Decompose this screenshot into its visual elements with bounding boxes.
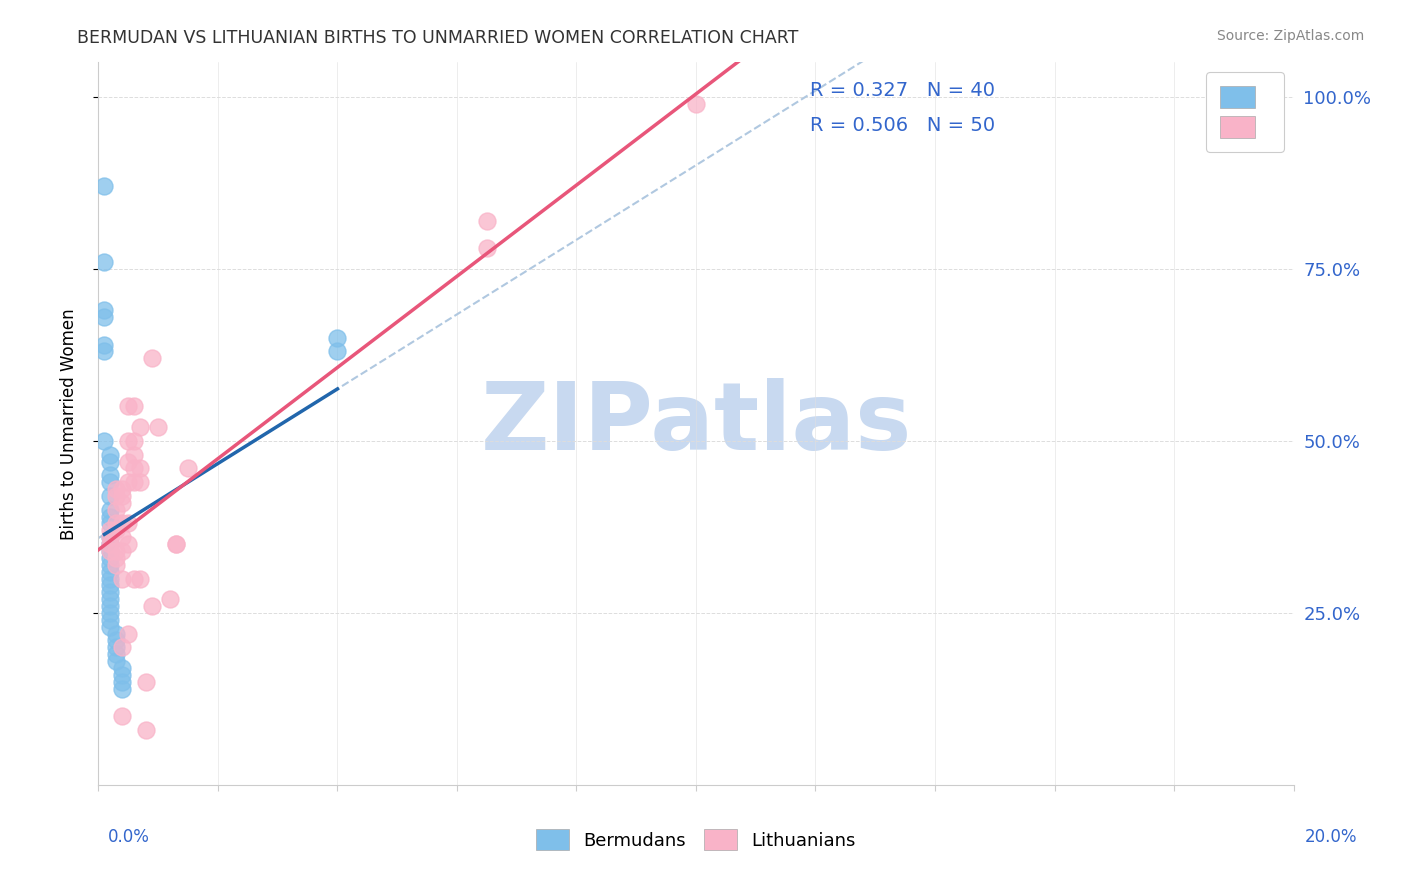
Point — [93, 337, 115, 351]
Point — [111, 668, 134, 682]
Point — [124, 400, 146, 414]
Point — [105, 544, 128, 558]
Point — [93, 179, 115, 194]
Point — [105, 482, 128, 496]
Point — [117, 454, 139, 468]
Point — [475, 241, 498, 255]
Point — [105, 647, 128, 661]
Point — [98, 565, 122, 579]
Point — [93, 310, 115, 324]
Point — [98, 468, 122, 483]
Point — [98, 516, 122, 531]
Point — [98, 592, 122, 607]
Point — [98, 537, 122, 551]
Point — [105, 626, 128, 640]
Point — [326, 344, 349, 359]
Point — [98, 544, 122, 558]
Point — [111, 496, 134, 510]
Point — [117, 400, 139, 414]
Legend: Bermudans, Lithuanians: Bermudans, Lithuanians — [527, 820, 865, 859]
Point — [105, 558, 128, 572]
Point — [141, 351, 163, 366]
Point — [93, 344, 115, 359]
Point — [98, 620, 122, 634]
Point — [111, 674, 134, 689]
Point — [93, 434, 115, 448]
Point — [105, 489, 128, 503]
Text: R = 0.327   N = 40: R = 0.327 N = 40 — [810, 81, 994, 100]
Point — [117, 475, 139, 490]
Point — [117, 626, 139, 640]
Point — [98, 606, 122, 620]
Point — [124, 475, 146, 490]
Point — [111, 709, 134, 723]
Point — [98, 578, 122, 592]
Point — [475, 213, 498, 227]
Point — [98, 448, 122, 462]
Point — [177, 461, 200, 475]
Point — [129, 461, 152, 475]
Point — [135, 723, 157, 737]
Point — [165, 537, 187, 551]
Point — [98, 599, 122, 613]
Point — [98, 550, 122, 565]
Point — [105, 640, 128, 655]
Text: 20.0%: 20.0% — [1305, 828, 1357, 846]
Point — [93, 255, 115, 269]
Point — [111, 489, 134, 503]
Point — [165, 537, 187, 551]
Point — [117, 434, 139, 448]
Point — [326, 331, 349, 345]
Point — [98, 524, 122, 538]
Point — [98, 537, 122, 551]
Point — [98, 585, 122, 599]
Point — [105, 502, 128, 516]
Point — [141, 599, 163, 613]
Text: 0.0%: 0.0% — [108, 828, 150, 846]
Point — [111, 640, 134, 655]
Text: R = 0.506   N = 50: R = 0.506 N = 50 — [810, 116, 994, 135]
Point — [111, 681, 134, 696]
Point — [124, 461, 146, 475]
Text: ZIPatlas: ZIPatlas — [481, 377, 911, 470]
Point — [124, 434, 146, 448]
Point — [111, 661, 134, 675]
Point — [159, 592, 181, 607]
Point — [93, 303, 115, 318]
Point — [124, 572, 146, 586]
Point — [129, 420, 152, 434]
Point — [98, 454, 122, 468]
Point — [105, 633, 128, 648]
Point — [98, 475, 122, 490]
Point — [98, 530, 122, 544]
Point — [105, 516, 128, 531]
Y-axis label: Births to Unmarried Women: Births to Unmarried Women — [59, 308, 77, 540]
Point — [105, 550, 128, 565]
Point — [111, 530, 134, 544]
Point — [148, 420, 170, 434]
Point — [685, 96, 707, 111]
Point — [98, 544, 122, 558]
Point — [111, 516, 134, 531]
Text: BERMUDAN VS LITHUANIAN BIRTHS TO UNMARRIED WOMEN CORRELATION CHART: BERMUDAN VS LITHUANIAN BIRTHS TO UNMARRI… — [77, 29, 799, 46]
Point — [111, 572, 134, 586]
Point — [98, 558, 122, 572]
Point — [111, 544, 134, 558]
Point — [117, 516, 139, 531]
Point — [98, 530, 122, 544]
Point — [98, 502, 122, 516]
Point — [135, 674, 157, 689]
Point — [98, 489, 122, 503]
Point — [98, 509, 122, 524]
Point — [124, 448, 146, 462]
Point — [105, 524, 128, 538]
Text: Source: ZipAtlas.com: Source: ZipAtlas.com — [1216, 29, 1364, 43]
Point — [98, 572, 122, 586]
Point — [117, 537, 139, 551]
Point — [129, 572, 152, 586]
Point — [98, 613, 122, 627]
Point — [105, 654, 128, 668]
Point — [111, 482, 134, 496]
Point — [129, 475, 152, 490]
